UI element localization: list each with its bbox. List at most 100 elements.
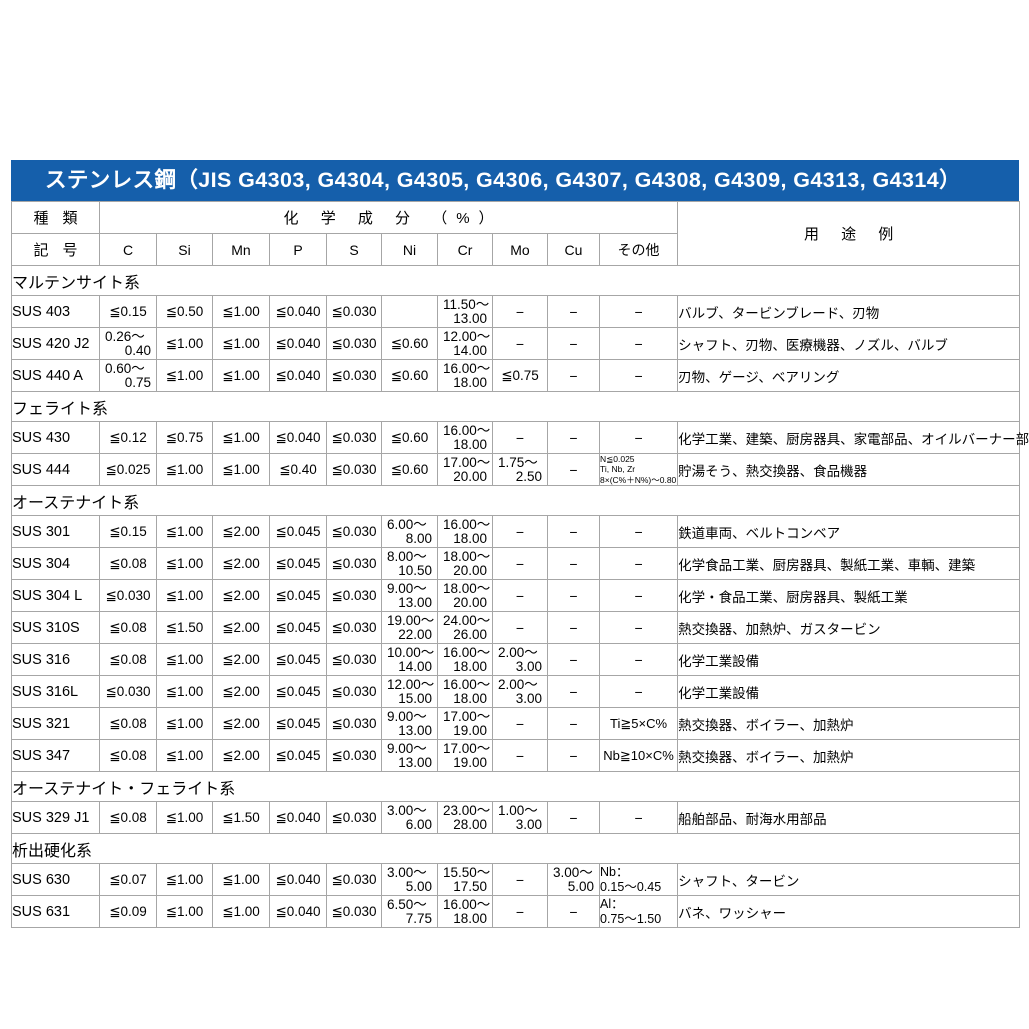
cell-usage: 熱交換器、加熱炉、ガスタービン <box>677 611 1021 644</box>
cell-c: 0.26〜 0.40 <box>99 327 157 360</box>
section-title: フェライト系 <box>10 391 1021 422</box>
cell-mn: ≦1.00 <box>212 421 270 454</box>
cell-grade: SUS 310S <box>11 611 100 644</box>
cell-cr: 12.00〜 14.00 <box>437 327 493 360</box>
header-element-mo: Mo <box>492 233 548 266</box>
range-high: 3.00 <box>515 816 542 832</box>
cell-si: ≦1.00 <box>156 707 213 740</box>
cell-cu: − <box>547 515 600 548</box>
cell-si: ≦1.50 <box>156 611 213 644</box>
cell-mn: ≦1.50 <box>212 801 270 834</box>
cell-ni: 3.00〜 6.00 <box>381 801 438 834</box>
range-high: 13.00 <box>453 310 487 326</box>
cell-mo: 1.00〜 3.00 <box>492 801 548 834</box>
range-high: 13.00 <box>398 754 432 770</box>
cell-mo: ≦0.75 <box>492 359 548 392</box>
cell-grade: SUS 347 <box>11 739 100 772</box>
other-line: 8×(C%＋N%)〜0.80 <box>600 474 677 485</box>
other-line: Nb： <box>600 865 629 880</box>
section-title: オーステナイト系 <box>10 485 1021 516</box>
cell-cu: − <box>547 547 600 580</box>
header-row-top: 種類 化 学 成 分 （%） 用 途 例 <box>11 201 1021 266</box>
cell-other: − <box>598 515 679 548</box>
cell-c: 0.60〜 0.75 <box>99 359 157 392</box>
header-element-cu: Cu <box>547 233 600 266</box>
cell-mn: ≦2.00 <box>212 547 270 580</box>
cell-cr: 16.00〜 18.00 <box>437 421 493 454</box>
header-element-si: Si <box>156 233 213 266</box>
cell-cr: 23.00〜 28.00 <box>437 801 493 834</box>
cell-c: ≦0.08 <box>99 707 157 740</box>
cell-grade: SUS 321 <box>11 707 100 740</box>
cell-c: ≦0.08 <box>99 547 157 580</box>
table-row: SUS 440 A 0.60〜 0.75 ≦1.00 ≦1.00 ≦0.040 ≦0.030… <box>11 359 1021 392</box>
other-line: Al： <box>600 897 624 912</box>
cell-ni: 12.00〜 15.00 <box>381 675 438 708</box>
header-usage-example: 用 途 例 <box>677 201 1021 266</box>
cell-ni: ≦0.60 <box>381 421 438 454</box>
cell-c: ≦0.08 <box>99 801 157 834</box>
header-element-ni: Ni <box>381 233 438 266</box>
cell-cr: 18.00〜 20.00 <box>437 579 493 612</box>
table-row: SUS 310S ≦0.08 ≦1.50 ≦2.00 ≦0.045 ≦0.030 19.00… <box>11 611 1021 644</box>
cell-grade: SUS 304 L <box>11 579 100 612</box>
cell-mn: ≦1.00 <box>212 327 270 360</box>
cell-si: ≦1.00 <box>156 675 213 708</box>
cell-mn: ≦1.00 <box>212 359 270 392</box>
range-high: 18.00 <box>453 374 487 390</box>
cell-s: ≦0.030 <box>326 579 382 612</box>
cell-other: − <box>598 295 679 328</box>
range-high: 18.00 <box>453 436 487 452</box>
range-low: 2.00〜 <box>498 645 538 660</box>
cell-mn: ≦2.00 <box>212 707 270 740</box>
table-row: SUS 301 ≦0.15 ≦1.00 ≦2.00 ≦0.045 ≦0.030 6.00〜 8… <box>11 515 1021 548</box>
cell-cr: 16.00〜 18.00 <box>437 643 493 676</box>
cell-usage: 鉄道車両、ベルトコンベア <box>677 515 1021 548</box>
cell-s: ≦0.030 <box>326 739 382 772</box>
header-chemical-composition: 化 学 成 分 （%） <box>98 201 679 234</box>
table-row: SUS 316L ≦0.030 ≦1.00 ≦2.00 ≦0.045 ≦0.030 12.0… <box>11 675 1021 708</box>
cell-cu: − <box>547 295 600 328</box>
table-row: SUS 420 J2 0.26〜 0.40 ≦1.00 ≦1.00 ≦0.040 ≦0.03… <box>11 327 1021 360</box>
range-low: 17.00〜 <box>443 455 491 470</box>
cell-si: ≦1.00 <box>156 327 213 360</box>
cell-usage: 船舶部品、耐海水用部品 <box>677 801 1021 834</box>
cell-mn: ≦1.00 <box>212 895 270 928</box>
cell-usage: 化学・食品工業、厨房器具、製紙工業 <box>677 579 1021 612</box>
range-low: 16.00〜 <box>443 677 491 692</box>
cell-p: ≦0.045 <box>269 515 327 548</box>
cell-mo: − <box>492 863 548 896</box>
cell-ni: 9.00〜 13.00 <box>381 707 438 740</box>
header-element-s: S <box>326 233 382 266</box>
cell-other: Ti≧5×C% <box>598 707 679 740</box>
cell-grade: SUS 403 <box>11 295 100 328</box>
cell-p: ≦0.040 <box>269 801 327 834</box>
cell-s: ≦0.030 <box>326 453 382 486</box>
range-high: 20.00 <box>453 562 487 578</box>
cell-cu: − <box>547 739 600 772</box>
cell-usage: バルブ、タービンブレード、刃物 <box>677 295 1021 328</box>
table-title: ステンレス鋼（JIS G4303, G4304, G4305, G4306, G… <box>11 160 1019 201</box>
cell-ni: 9.00〜 13.00 <box>381 579 438 612</box>
cell-cr: 16.00〜 18.00 <box>437 895 493 928</box>
cell-si: ≦1.00 <box>156 739 213 772</box>
cell-c: ≦0.15 <box>99 515 157 548</box>
cell-other: Nb≧10×C% <box>598 739 679 772</box>
cell-c: ≦0.12 <box>99 421 157 454</box>
range-low: 16.00〜 <box>443 423 491 438</box>
section-title: マルテンサイト系 <box>10 265 1021 296</box>
cell-usage: シャフト、タービン <box>677 863 1021 896</box>
cell-si: ≦0.50 <box>156 295 213 328</box>
cell-cu: − <box>547 801 600 834</box>
cell-mo: − <box>492 327 548 360</box>
cell-mn: ≦2.00 <box>212 675 270 708</box>
cell-mo: − <box>492 739 548 772</box>
cell-mo: − <box>492 421 548 454</box>
other-line: N≦0.025 <box>600 454 635 465</box>
table-row: SUS 347 ≦0.08 ≦1.00 ≦2.00 ≦0.045 ≦0.030 9.00〜 1… <box>11 739 1021 772</box>
cell-grade: SUS 304 <box>11 547 100 580</box>
cell-si: ≦1.00 <box>156 579 213 612</box>
header-row-bottom: 記号 C Si Mn P S Ni Cr Mo Cu その他 <box>11 233 1020 266</box>
cell-grade: SUS 631 <box>11 895 100 928</box>
